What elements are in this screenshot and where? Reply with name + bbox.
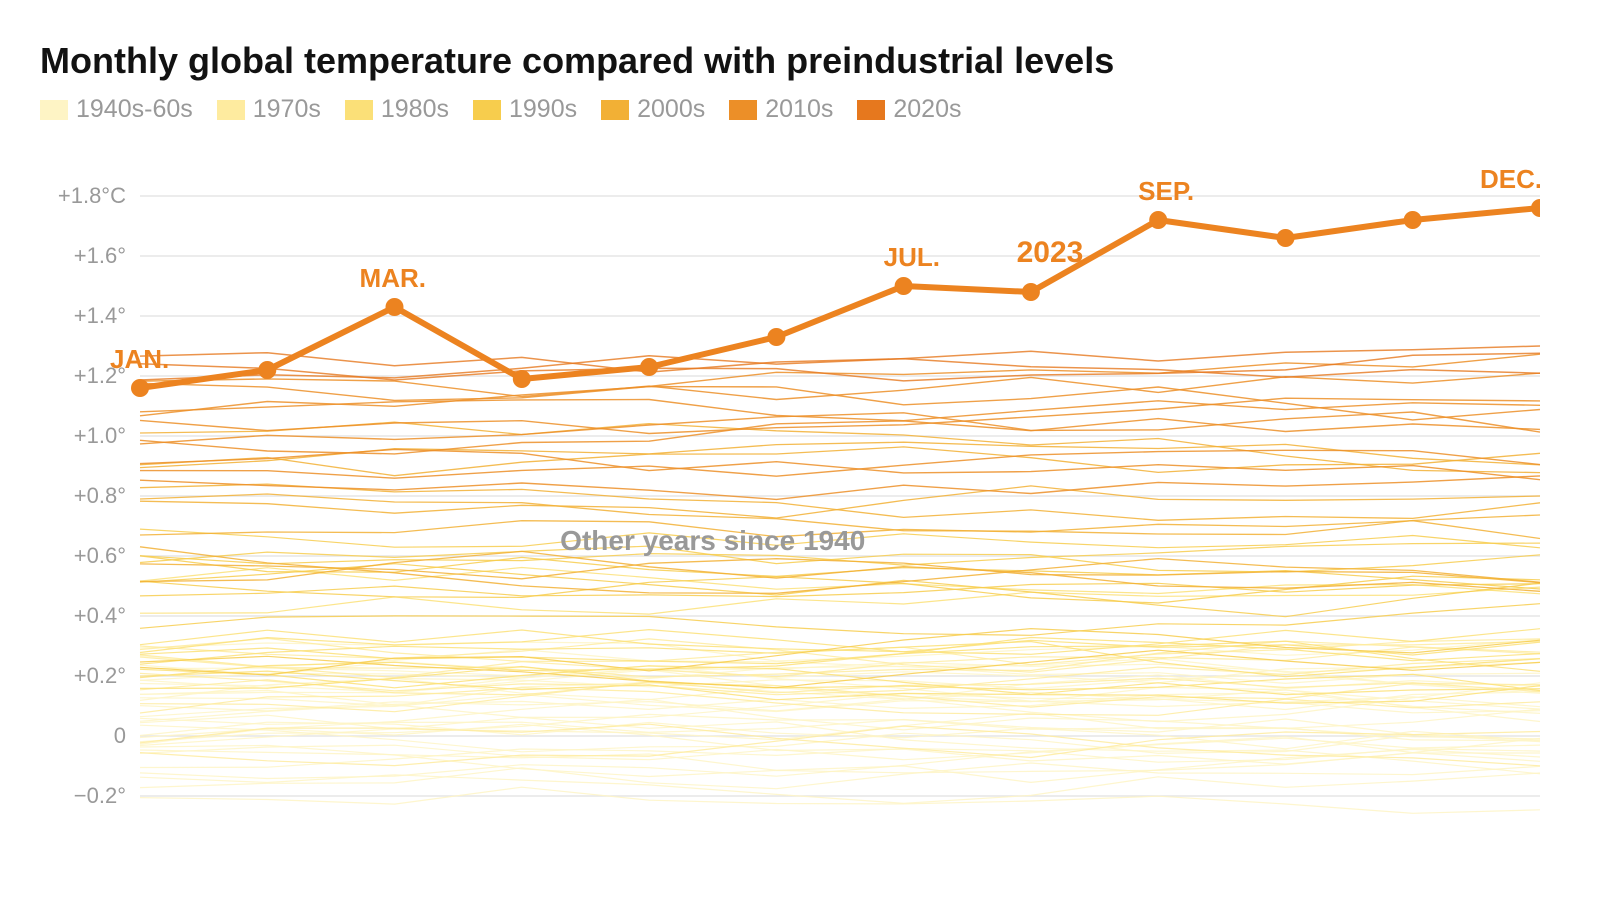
series-2023-marker [258, 361, 276, 379]
legend-label: 2010s [765, 95, 833, 124]
legend-label: 1970s [253, 95, 321, 124]
era-line [140, 400, 1540, 421]
legend-item: 1970s [217, 95, 321, 124]
legend-label: 1980s [381, 95, 449, 124]
era-line [140, 739, 1540, 779]
series-2023-label: 2023 [1017, 236, 1084, 269]
legend-swatch [473, 100, 501, 120]
y-axis-label: +1.0° [74, 423, 126, 448]
y-axis-label: 0 [114, 723, 126, 748]
legend-label: 1990s [509, 95, 577, 124]
month-callout-label: JUL. [884, 242, 940, 272]
legend-swatch [729, 100, 757, 120]
era-line [140, 412, 1540, 444]
era-line [140, 773, 1540, 803]
month-callout-label: DEC. [1480, 164, 1540, 194]
y-axis-label: +1.6° [74, 243, 126, 268]
series-2023-marker [386, 298, 404, 316]
series-2023-marker [640, 358, 658, 376]
legend-item: 1940s-60s [40, 95, 193, 124]
era-line [140, 484, 1540, 520]
y-axis-label: +0.8° [74, 483, 126, 508]
era-line [140, 630, 1540, 655]
temperature-line-chart: +1.8°C+1.6°+1.4°+1.2°+1.0°+0.8°+0.6°+0.4… [40, 146, 1540, 846]
y-axis-label: +0.4° [74, 603, 126, 628]
legend-item: 2020s [857, 95, 961, 124]
era-line [140, 486, 1540, 518]
legend-swatch [217, 100, 245, 120]
series-2023-marker [1149, 211, 1167, 229]
y-axis-label: +1.8°C [58, 183, 126, 208]
era-line [140, 559, 1540, 583]
month-callout-label: MAR. [360, 263, 426, 293]
series-2023-marker [767, 328, 785, 346]
month-callout-label: JAN. [110, 344, 169, 374]
legend-label: 2020s [893, 95, 961, 124]
series-2023-marker [513, 370, 531, 388]
y-axis-label: +0.2° [74, 663, 126, 688]
y-axis-label: +0.6° [74, 543, 126, 568]
legend-swatch [857, 100, 885, 120]
series-2023-marker [1404, 211, 1422, 229]
legend-label: 1940s-60s [76, 95, 193, 124]
background-series [140, 346, 1540, 813]
legend-item: 1980s [345, 95, 449, 124]
era-line [140, 604, 1540, 636]
legend-item: 2010s [729, 95, 833, 124]
legend: 1940s-60s 1970s 1980s 1990s 2000s 2010s 2020s [40, 95, 1540, 124]
y-axis-label: +1.4° [74, 303, 126, 328]
era-line [140, 788, 1540, 814]
era-line [140, 726, 1540, 754]
chart-title: Monthly global temperature compared with… [40, 40, 1540, 81]
legend-swatch [40, 100, 68, 120]
era-line [140, 443, 1540, 468]
chart-area: +1.8°C+1.6°+1.4°+1.2°+1.0°+0.8°+0.6°+0.4… [40, 146, 1540, 851]
series-2023-marker [1277, 229, 1295, 247]
legend-swatch [601, 100, 629, 120]
legend-item: 2000s [601, 95, 705, 124]
legend-item: 1990s [473, 95, 577, 124]
legend-swatch [345, 100, 373, 120]
note-other-years: Other years since 1940 [560, 525, 865, 556]
month-callout-label: SEP. [1138, 176, 1194, 206]
series-2023-marker [1531, 199, 1540, 217]
series-2023-marker [895, 277, 913, 295]
y-axis-label: −0.2° [74, 783, 126, 808]
era-line [140, 719, 1540, 742]
series-2023-marker [131, 379, 149, 397]
legend-label: 2000s [637, 95, 705, 124]
series-2023-marker [1022, 283, 1040, 301]
